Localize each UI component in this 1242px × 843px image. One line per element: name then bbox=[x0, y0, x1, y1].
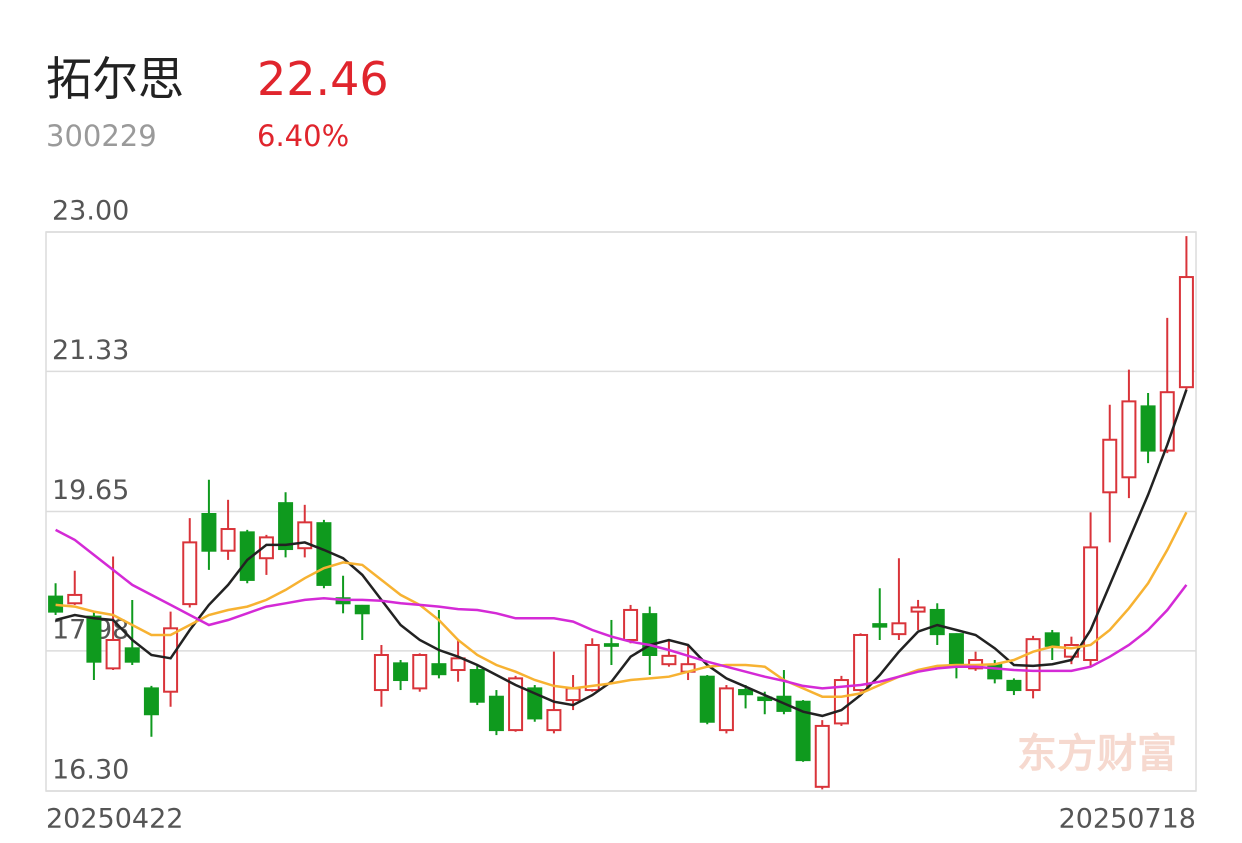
candle-body bbox=[182, 541, 198, 606]
candle-body bbox=[316, 522, 332, 586]
y-tick-label: 21.33 bbox=[52, 335, 129, 366]
moving-average-line bbox=[55, 528, 1188, 690]
candle-body bbox=[814, 724, 830, 788]
candle-body bbox=[891, 622, 907, 636]
x-tick-label: 20250718 bbox=[1059, 804, 1196, 835]
candle-body bbox=[220, 528, 236, 552]
candle-body bbox=[718, 687, 734, 732]
stock-name: 拓尔思 bbox=[46, 52, 184, 106]
candle-body bbox=[584, 643, 600, 692]
candle-body bbox=[258, 536, 274, 560]
candle-body bbox=[124, 647, 140, 663]
candle-body bbox=[412, 654, 428, 690]
candle-body bbox=[508, 677, 524, 732]
candles bbox=[48, 236, 1194, 790]
candle-body bbox=[699, 675, 715, 723]
candle-body bbox=[278, 502, 294, 551]
candle-body bbox=[1083, 546, 1099, 662]
candle-body bbox=[105, 638, 121, 670]
y-tick-label: 23.00 bbox=[52, 196, 129, 227]
candle-body bbox=[1178, 276, 1194, 389]
candle-body bbox=[488, 695, 504, 732]
candle-body bbox=[48, 595, 64, 613]
candle-body bbox=[143, 687, 159, 716]
candle-body bbox=[1006, 679, 1022, 692]
candle-body bbox=[833, 679, 849, 725]
candle-body bbox=[86, 615, 102, 663]
y-tick-label: 16.30 bbox=[52, 755, 129, 786]
candle-body bbox=[354, 604, 370, 615]
y-tick-label: 19.65 bbox=[52, 475, 129, 506]
candle-body bbox=[738, 689, 754, 696]
candle-body bbox=[546, 709, 562, 732]
moving-average-line bbox=[55, 389, 1188, 718]
candle-body bbox=[948, 633, 964, 666]
candle-body bbox=[1044, 632, 1060, 647]
candle-body bbox=[853, 633, 869, 692]
candle-body bbox=[450, 657, 466, 672]
candle-body bbox=[872, 623, 888, 628]
candle-body bbox=[1140, 405, 1156, 452]
candle-body bbox=[67, 593, 83, 605]
candle-body bbox=[1121, 400, 1137, 479]
candle-body bbox=[795, 700, 811, 762]
candle-body bbox=[431, 663, 447, 676]
stock-price: 22.46 bbox=[257, 52, 389, 106]
candle-body bbox=[373, 654, 389, 692]
candle-body bbox=[603, 643, 619, 647]
candle-body bbox=[1102, 438, 1118, 494]
watermark: 东方财富 bbox=[1017, 731, 1177, 777]
candle-body bbox=[393, 662, 409, 682]
candle-body bbox=[661, 654, 677, 666]
moving-average-line bbox=[55, 511, 1188, 698]
candle-body bbox=[623, 608, 639, 641]
price-change: 6.40% bbox=[257, 119, 350, 153]
candle-body bbox=[565, 687, 581, 702]
candle-body bbox=[929, 608, 945, 636]
candle-body bbox=[469, 669, 485, 703]
candle-body bbox=[201, 513, 217, 552]
candle-body bbox=[163, 627, 179, 693]
stock-code: 300229 bbox=[46, 119, 157, 153]
candle-body bbox=[910, 606, 926, 613]
x-tick-label: 20250422 bbox=[46, 804, 183, 835]
